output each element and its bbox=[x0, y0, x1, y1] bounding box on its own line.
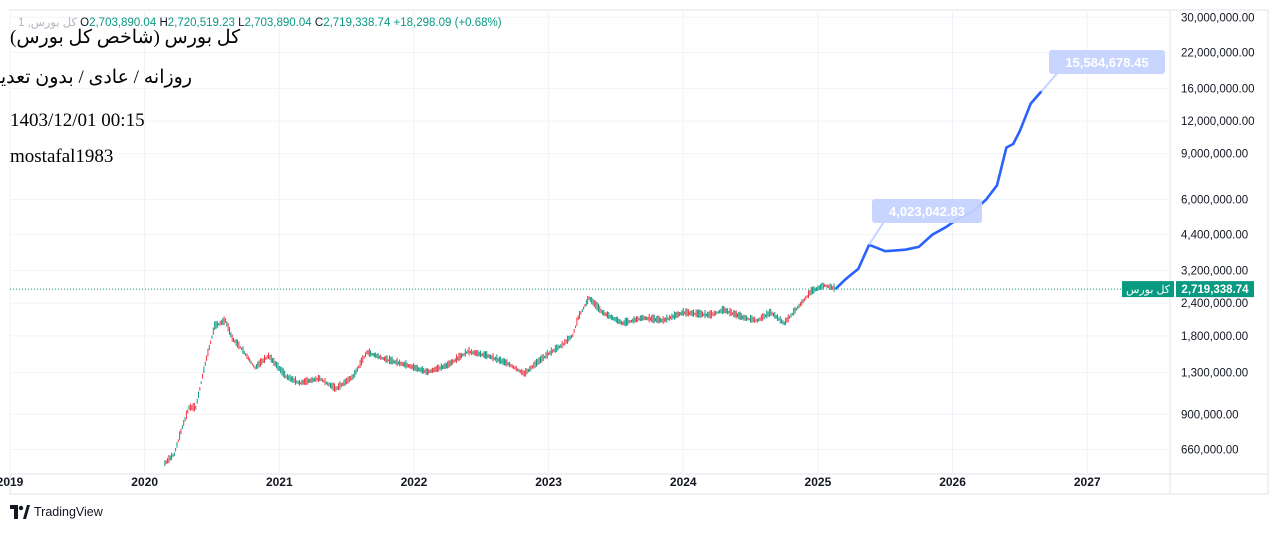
x-tick-label: 2023 bbox=[535, 475, 562, 489]
low-value: 2,703,890.04 bbox=[244, 17, 312, 29]
callout-label: 4,023,042.83 bbox=[889, 204, 965, 219]
x-tick-label: 2025 bbox=[805, 475, 832, 489]
open-label: O bbox=[80, 17, 90, 29]
y-tick-label: 16,000,000.00 bbox=[1181, 83, 1255, 95]
last-price-tag bbox=[1176, 281, 1254, 298]
high-label: H bbox=[159, 17, 168, 29]
chart-frame bbox=[9, 9, 1269, 495]
callout-box bbox=[1049, 50, 1165, 74]
y-tick-label: 2,400,000.00 bbox=[1181, 298, 1248, 310]
x-tick-label: 2026 bbox=[939, 475, 966, 489]
x-tick-label: 2019 bbox=[0, 475, 24, 489]
y-tick-label: 4,400,000.00 bbox=[1181, 230, 1248, 242]
note-settings: روزانه / عادی / بدون تعدیل bbox=[0, 67, 192, 88]
low-label: L bbox=[238, 17, 245, 29]
change-value: +18,298.09 (+0.68%) bbox=[393, 17, 502, 29]
note-date: 1403/12/01 00:15 bbox=[10, 110, 145, 131]
projection-line bbox=[834, 90, 1043, 291]
x-tick-label: 2022 bbox=[401, 475, 428, 489]
note-title: کل بورس (شاخص کل بورس) bbox=[10, 27, 241, 48]
note-author: mostafal1983 bbox=[10, 146, 114, 167]
close-value: 2,719,338.74 bbox=[323, 17, 391, 29]
x-tick-label: 2027 bbox=[1074, 475, 1101, 489]
y-tick-label: 30,000,000.00 bbox=[1181, 12, 1255, 24]
callout-box bbox=[872, 199, 982, 223]
brand-name: TradingView bbox=[34, 505, 103, 519]
callout-leader bbox=[868, 219, 886, 246]
x-tick-label: 2021 bbox=[266, 475, 293, 489]
y-tick-label: 6,000,000.00 bbox=[1181, 195, 1248, 207]
tradingview-logo-icon bbox=[10, 505, 30, 519]
y-tick-label: 660,000.00 bbox=[1181, 444, 1239, 456]
high-value: 2,720,519.23 bbox=[167, 17, 235, 29]
footer[interactable]: TradingView bbox=[10, 505, 103, 519]
open-value: 2,703,890.04 bbox=[89, 17, 157, 29]
ohlc-legend: 1 ,کل بورس O2,703,890.04 H2,720,519.23 L… bbox=[18, 15, 502, 29]
y-tick-label: 1,300,000.00 bbox=[1181, 368, 1248, 380]
history-candles bbox=[164, 282, 835, 467]
y-tick-label: 12,000,000.00 bbox=[1181, 116, 1255, 128]
last-price-label: 2,719,338.74 bbox=[1181, 284, 1249, 296]
symbol-line: 1 ,کل بورس bbox=[18, 17, 77, 29]
x-tick-label: 2024 bbox=[670, 475, 697, 489]
close-label: C bbox=[314, 17, 324, 29]
y-tick-label: 22,000,000.00 bbox=[1181, 47, 1255, 59]
symbol-tag-label: کل بورس bbox=[1126, 284, 1171, 296]
symbol-tag bbox=[1122, 281, 1174, 298]
y-tick-label: 9,000,000.00 bbox=[1181, 149, 1248, 161]
x-tick-label: 2020 bbox=[131, 475, 158, 489]
callout-label: 15,584,678.45 bbox=[1065, 55, 1148, 70]
y-tick-label: 900,000.00 bbox=[1181, 409, 1239, 421]
y-tick-label: 3,200,000.00 bbox=[1181, 266, 1248, 278]
y-tick-label: 1,800,000.00 bbox=[1181, 331, 1248, 343]
